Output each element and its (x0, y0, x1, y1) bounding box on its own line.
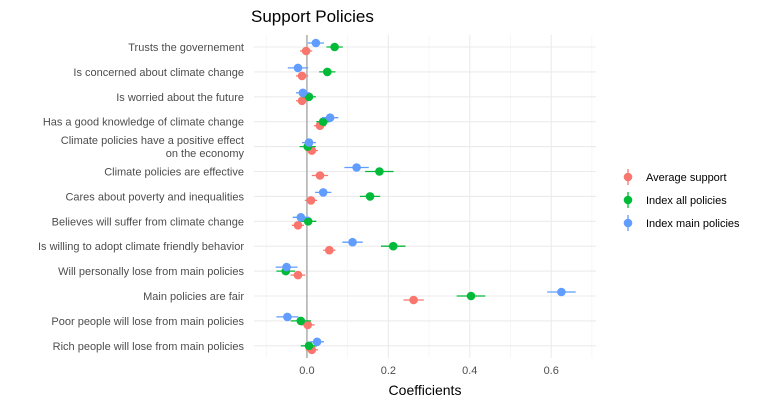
category-label-line: Climate policies are effective (104, 167, 244, 179)
data-point (296, 316, 306, 326)
data-point (293, 221, 303, 230)
category-label: Cares about poverty and inequalities (65, 191, 244, 203)
data-point (311, 38, 321, 48)
category-label: Climate policies are effective (104, 167, 244, 179)
legend-key-point (623, 218, 633, 228)
data-point (365, 192, 375, 201)
category-label-line: on the economy (166, 148, 245, 160)
series-index-main-policies (275, 38, 576, 347)
category-label-line: Trusts the governement (128, 42, 244, 54)
category-label-line: Is willing to adopt climate friendly beh… (38, 241, 244, 253)
category-label: Is willing to adopt climate friendly beh… (38, 241, 244, 253)
category-label-line: Is worried about the future (116, 92, 244, 104)
legend-key-point (623, 172, 633, 182)
data-point (325, 113, 335, 122)
legend-item: Index main policies (623, 215, 740, 231)
legend-item: Average support (623, 169, 727, 185)
category-label: Rich people will lose from main policies (53, 341, 245, 353)
data-point (557, 287, 566, 297)
category-label-line: Will personally lose from main policies (58, 266, 244, 278)
data-point (283, 312, 292, 322)
data-point (330, 42, 339, 52)
category-label: Is concerned about climate change (73, 67, 244, 79)
category-label: Climate policies have a positive effect o… (61, 135, 245, 160)
chart-title: Support Policies (251, 7, 374, 26)
data-point (325, 245, 334, 255)
category-label-line: Is concerned about climate change (73, 67, 244, 79)
data-point (304, 92, 314, 102)
category-label-line: Rich people will lose from main policies (53, 341, 245, 353)
category-label-line: Poor people will lose from main policies (51, 316, 244, 328)
data-point (298, 88, 308, 98)
y-axis-labels: Trusts the governement Is concerned about… (38, 42, 245, 353)
category-label: Main policies are fair (143, 291, 244, 303)
data-point (375, 167, 384, 176)
category-label: Has a good knowledge of climate change (43, 117, 244, 129)
data-point (282, 262, 291, 272)
legend: Average support Index all policies Index m… (623, 169, 740, 231)
category-label: Will personally lose from main policies (58, 266, 244, 278)
category-label: Trusts the governement (128, 42, 244, 54)
category-label: Poor people will lose from main policies (51, 316, 244, 328)
data-point (296, 213, 306, 222)
data-point (322, 67, 332, 77)
data-point (348, 237, 357, 247)
legend-label: Index main policies (646, 218, 740, 230)
x-tick-label: 0.0 (299, 365, 314, 377)
category-label: Believes will suffer from climate change (52, 216, 244, 228)
data-point (318, 117, 328, 126)
category-label-line: Believes will suffer from climate change (52, 216, 244, 228)
data-point (304, 138, 314, 147)
data-point (466, 291, 476, 301)
data-point (409, 295, 418, 305)
category-label-line: Has a good knowledge of climate change (43, 117, 244, 129)
data-point (318, 188, 328, 197)
data-point (315, 171, 325, 180)
data-point (303, 217, 313, 226)
data-point (312, 337, 322, 347)
x-tick-label: 0.4 (462, 365, 477, 377)
series-average-support (290, 46, 424, 355)
category-label-line: Cares about poverty and inequalities (65, 191, 244, 203)
data-point (293, 270, 303, 280)
x-tick-label: 0.2 (381, 365, 396, 377)
plot-panel (254, 35, 596, 358)
data-point (388, 241, 398, 251)
data-point (301, 46, 311, 56)
legend-key-point (623, 195, 633, 205)
legend-label: Index all policies (646, 195, 727, 207)
legend-item: Index all policies (623, 192, 727, 208)
x-tick-label: 0.6 (544, 365, 559, 377)
category-label-line: Main policies are fair (143, 291, 244, 303)
data-point (297, 71, 307, 81)
data-point (306, 196, 316, 205)
x-axis-title: Coefficients (389, 382, 462, 398)
data-point (297, 96, 307, 106)
category-label-line: Climate policies have a positive effect (61, 135, 244, 147)
data-point (304, 341, 314, 351)
legend-label: Average support (646, 172, 727, 184)
x-axis-tick-labels: 0.0 0.2 0.4 0.6 (299, 365, 559, 377)
data-point (303, 320, 313, 330)
data-point (293, 63, 303, 73)
category-label: Is worried about the future (116, 92, 244, 104)
data-point (352, 163, 361, 172)
